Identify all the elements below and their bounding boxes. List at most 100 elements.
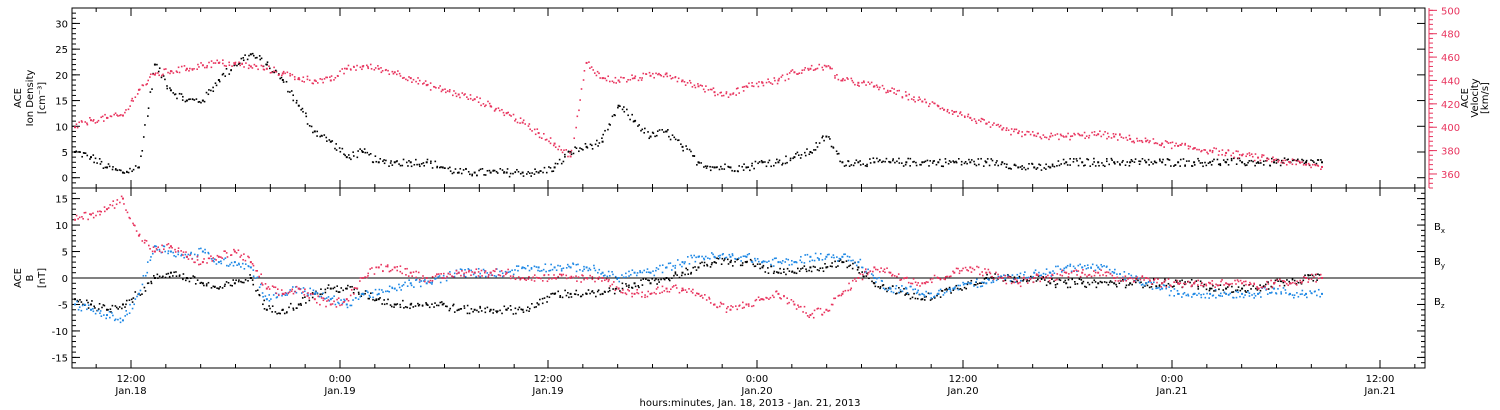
data-dot	[661, 128, 664, 131]
data-dot	[558, 273, 561, 276]
data-dot	[1023, 276, 1025, 279]
data-dot	[212, 285, 215, 288]
data-dot	[1063, 271, 1066, 274]
data-dot	[1045, 168, 1047, 170]
data-dot	[1063, 136, 1065, 138]
data-dot	[149, 259, 152, 262]
data-dot	[124, 315, 127, 317]
data-dot	[978, 119, 980, 121]
data-dot	[211, 260, 214, 262]
data-dot	[415, 270, 417, 273]
data-dot	[731, 253, 734, 255]
data-dot	[212, 259, 215, 262]
data-dot	[611, 80, 614, 83]
data-dot	[136, 295, 138, 298]
data-dot	[1125, 279, 1128, 282]
data-dot	[1072, 265, 1075, 268]
data-dot	[616, 278, 618, 280]
data-dot	[1315, 162, 1318, 165]
data-dot	[275, 71, 277, 73]
data-dot	[881, 84, 884, 87]
data-dot	[482, 268, 485, 271]
data-dot	[1040, 137, 1043, 140]
data-dot	[1048, 138, 1050, 141]
data-dot	[158, 248, 161, 251]
data-point	[473, 171, 476, 174]
data-dot	[587, 289, 590, 291]
data-dot	[1116, 139, 1119, 141]
data-dot	[273, 70, 275, 73]
data-dot	[226, 256, 229, 258]
data-dot	[943, 108, 946, 111]
data-dot	[668, 278, 670, 281]
data-dot	[319, 78, 322, 80]
data-dot	[1069, 164, 1071, 166]
data-dot	[228, 73, 231, 75]
data-dot	[806, 148, 808, 150]
data-dot	[401, 272, 403, 275]
data-dot	[996, 160, 998, 162]
data-dot	[1311, 160, 1314, 162]
x-tick-label-date: Jan.20	[740, 386, 772, 397]
data-dot	[1074, 133, 1076, 136]
data-dot	[870, 81, 873, 84]
data-dot	[1122, 280, 1125, 282]
data-dot	[331, 297, 334, 300]
data-dot	[196, 68, 198, 71]
data-dot	[289, 74, 291, 77]
data-dot	[781, 163, 783, 166]
data-dot	[319, 303, 321, 306]
data-dot	[877, 285, 879, 288]
data-dot	[782, 162, 784, 165]
data-dot	[260, 64, 263, 67]
data-dot	[651, 278, 653, 280]
data-dot	[535, 276, 538, 279]
data-dot	[385, 265, 387, 268]
data-dot	[720, 165, 722, 168]
data-dot	[988, 121, 990, 123]
data-point	[1241, 292, 1244, 295]
data-dot	[1205, 288, 1208, 291]
data-dot	[1119, 164, 1121, 166]
data-dot	[881, 284, 884, 287]
data-dot	[748, 252, 751, 255]
data-dot	[372, 298, 374, 301]
data-dot	[1255, 287, 1257, 290]
data-dot	[492, 169, 495, 172]
data-dot	[444, 305, 447, 308]
data-dot	[1198, 148, 1200, 151]
data-dot	[544, 139, 547, 141]
data-dot	[411, 275, 413, 277]
data-dot	[1072, 160, 1075, 163]
data-dot	[86, 308, 88, 311]
data-dot	[484, 311, 487, 314]
data-dot	[768, 260, 770, 263]
data-dot	[895, 284, 898, 287]
data-dot	[427, 304, 429, 306]
data-point	[185, 255, 188, 258]
data-dot	[501, 312, 503, 315]
data-dot	[1166, 158, 1169, 160]
data-dot	[983, 278, 986, 280]
data-dot	[161, 276, 163, 279]
data-dot	[926, 159, 929, 162]
data-dot	[977, 158, 980, 160]
data-dot	[668, 291, 671, 293]
data-dot	[113, 319, 116, 322]
data-dot	[968, 158, 970, 161]
data-dot	[533, 128, 536, 131]
data-dot	[470, 269, 472, 272]
data-dot	[645, 278, 647, 280]
data-dot	[80, 309, 83, 312]
data-dot	[1246, 153, 1249, 155]
data-dot	[910, 98, 913, 100]
data-point	[745, 303, 748, 306]
data-dot	[1187, 294, 1190, 297]
data-dot	[903, 287, 905, 290]
data-dot	[254, 57, 257, 59]
data-dot	[677, 77, 680, 80]
data-point	[121, 319, 124, 322]
data-point	[297, 303, 300, 306]
data-dot	[681, 265, 683, 268]
data-point	[649, 292, 652, 295]
